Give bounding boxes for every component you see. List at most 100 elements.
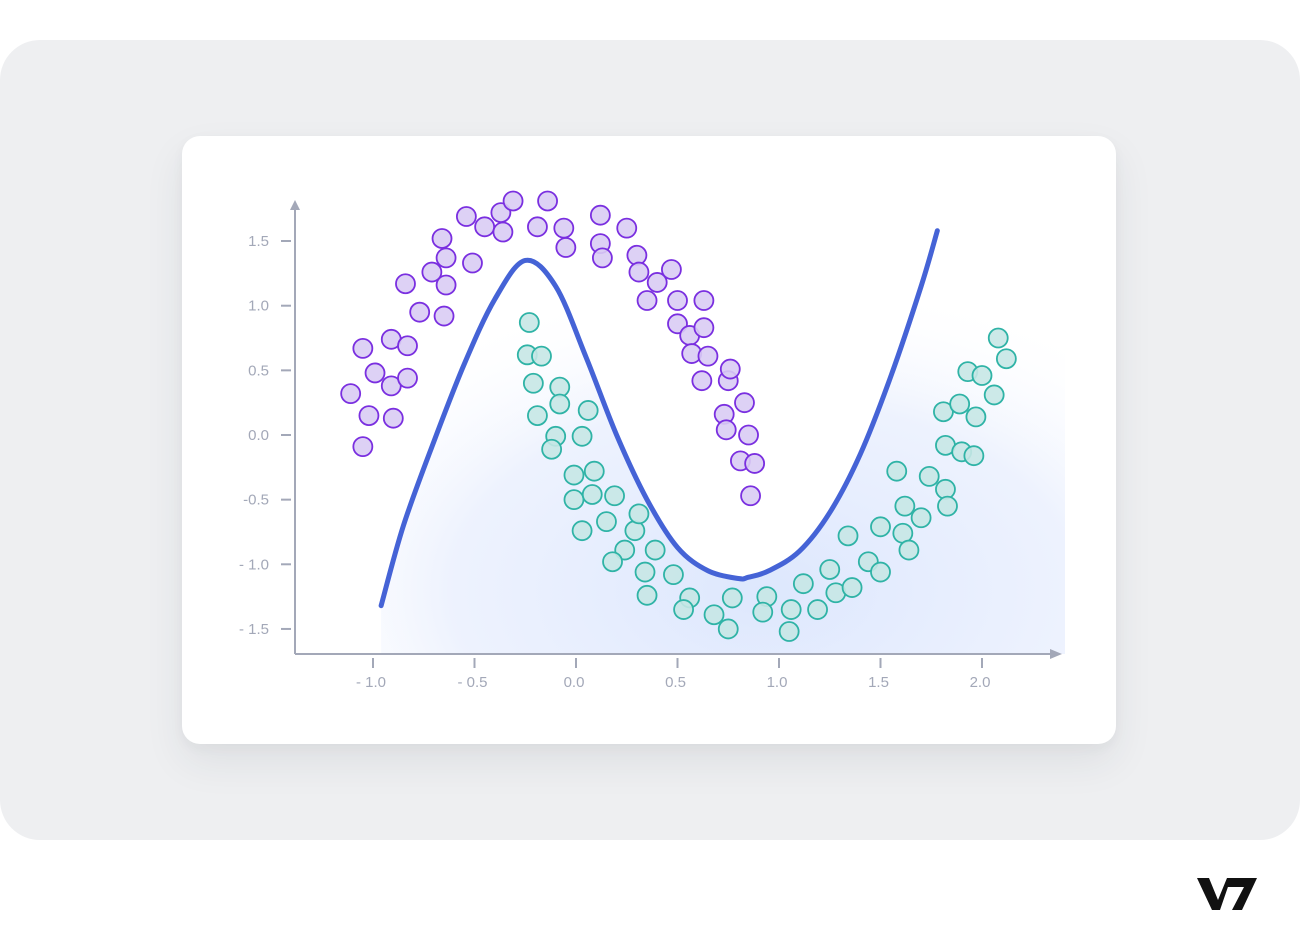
class-b-point (644, 539, 666, 561)
class-a-point (395, 273, 416, 295)
y-tick-label: - 1.5 (239, 621, 269, 638)
class-b-point (910, 507, 932, 529)
class-b-point (571, 425, 593, 447)
class-a-point (358, 405, 380, 427)
class-b-point (963, 445, 985, 467)
class-b-point (577, 400, 599, 421)
class-a-point (589, 204, 611, 226)
y-tick-label: - 1.0 (239, 556, 269, 573)
class-b-teal-series (516, 312, 1017, 642)
class-b-point (518, 312, 540, 333)
x-tick-label: 0.5 (665, 674, 686, 691)
class-b-point (780, 599, 802, 620)
class-a-point (740, 485, 761, 507)
v7-logo-icon (1197, 878, 1257, 910)
class-a-point (435, 247, 457, 269)
class-b-point (624, 520, 646, 542)
x-tick-label: 1.0 (767, 674, 788, 691)
class-a-point (591, 247, 613, 269)
class-b-point (604, 485, 625, 507)
class-b-point (549, 393, 571, 415)
class-b-point (663, 564, 684, 586)
class-b-point (628, 503, 650, 525)
class-b-point (563, 464, 585, 486)
class-b-point (563, 489, 585, 511)
class-a-point (382, 407, 404, 429)
class-a-point (409, 301, 431, 323)
class-a-point (435, 274, 457, 296)
class-b-point (965, 406, 987, 428)
class-b-point (819, 559, 841, 580)
class-b-point (581, 484, 603, 505)
scatter-chart: 1.5 1.0 0.5 0.0 -0.5 - 1.0 - 1.5 - 1.0 - 0.5 0.0 0… (239, 190, 1065, 691)
class-b-region (381, 230, 1065, 654)
class-a-point (502, 190, 524, 212)
x-tick-label: 2.0 (970, 674, 991, 691)
decision-region-shading (381, 230, 1065, 654)
class-a-point (734, 392, 755, 414)
class-b-point (792, 573, 814, 595)
class-b-point (522, 372, 544, 394)
class-b-point (583, 460, 605, 482)
class-b-point (918, 465, 940, 487)
class-b-point (937, 495, 958, 517)
class-a-point (431, 228, 453, 249)
class-b-point (541, 438, 563, 460)
class-a-point (691, 370, 713, 392)
class-a-point (527, 216, 548, 238)
class-b-point (886, 460, 908, 482)
x-tick-label: 0.0 (564, 674, 585, 691)
chart-axes: 1.5 1.0 0.5 0.0 -0.5 - 1.0 - 1.5 - 1.0 - 0.5 0.0 0… (239, 200, 1062, 691)
class-b-point (841, 577, 863, 598)
class-a-point (693, 290, 715, 311)
y-tick-label: 0.0 (248, 427, 269, 444)
class-b-point (602, 551, 623, 573)
class-b-point (571, 520, 593, 542)
y-tick-label: -0.5 (243, 492, 269, 509)
class-a-point (462, 252, 483, 274)
class-a-point (628, 261, 650, 283)
class-a-point (738, 424, 759, 446)
class-a-point (555, 237, 577, 258)
class-a-purple-series (340, 190, 766, 507)
x-tick-label: 1.5 (868, 674, 889, 691)
class-b-point (870, 561, 891, 583)
class-b-point (894, 495, 916, 517)
y-tick-label: 1.0 (248, 298, 269, 315)
class-b-point (752, 601, 774, 623)
class-a-point (719, 358, 741, 380)
class-b-point (721, 587, 743, 609)
class-a-point (364, 362, 386, 384)
y-axis-arrow-icon (290, 200, 300, 210)
class-a-point (693, 317, 715, 339)
class-b-point (634, 561, 656, 583)
class-a-point (616, 217, 638, 239)
decision-boundary-line (378, 228, 940, 609)
class-a-point (433, 305, 455, 327)
class-a-point (661, 259, 682, 280)
class-a-point (352, 337, 374, 359)
class-a-point (537, 190, 558, 212)
class-b-point (636, 584, 658, 606)
data-points (340, 190, 1017, 642)
class-a-point (340, 383, 362, 405)
class-b-point (837, 525, 859, 547)
class-b-point (703, 604, 725, 626)
x-tick-label: - 0.5 (457, 674, 487, 691)
class-a-point (646, 272, 668, 293)
x-tick-label: - 1.0 (356, 674, 386, 691)
y-tick-label: 0.5 (248, 362, 269, 379)
class-a-point (421, 261, 443, 283)
chart-card: 1.5 1.0 0.5 0.0 -0.5 - 1.0 - 1.5 - 1.0 - 0.5 0.0 0… (182, 136, 1116, 744)
class-b-point (971, 365, 993, 386)
class-a-point (397, 367, 418, 389)
class-a-point (397, 335, 418, 357)
class-a-point (474, 216, 496, 238)
class-b-point (983, 384, 1005, 406)
class-b-point (778, 621, 800, 642)
x-axis-arrow-icon (1050, 649, 1062, 659)
class-b-point (987, 327, 1009, 349)
class-a-point (553, 217, 575, 239)
class-b-point (717, 618, 739, 640)
class-a-point (352, 436, 374, 458)
